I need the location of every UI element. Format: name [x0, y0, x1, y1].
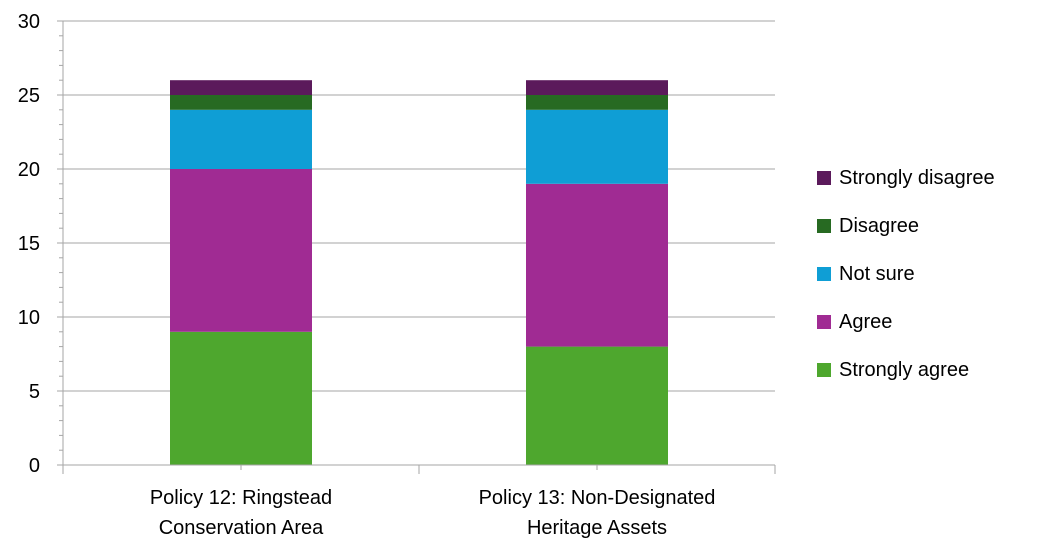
y-tick-label: 5 [29, 381, 40, 403]
bar-segment-strongly-agree [526, 346, 668, 465]
x-tick-labels: Policy 12: Ringstead Conservation AreaPol… [150, 487, 716, 539]
legend-swatch [817, 315, 831, 329]
bar-segment-strongly-disagree [170, 80, 312, 95]
x-tick-label-line: Conservation Area [159, 517, 324, 539]
bar-segment-not-sure [170, 109, 312, 169]
legend-item: Not sure [817, 262, 995, 286]
bar-segment-disagree [170, 95, 312, 110]
legend-item: Strongly disagree [817, 166, 995, 190]
legend-item: Agree [817, 310, 995, 334]
bar-segment-strongly-agree [170, 331, 312, 465]
x-tick-label: Policy 12: Ringstead Conservation Area [150, 487, 332, 539]
legend-swatch [817, 267, 831, 281]
legend-swatch [817, 171, 831, 185]
legend-label: Strongly agree [839, 358, 970, 381]
y-tick-label: 25 [18, 85, 40, 107]
y-tick-label: 0 [29, 455, 40, 477]
y-tick-label: 20 [18, 159, 40, 181]
bar-segment-not-sure [526, 109, 668, 184]
legend-label: Strongly disagree [839, 166, 995, 189]
bars [170, 80, 668, 465]
legend-label: Agree [839, 310, 893, 333]
legend-swatch [817, 363, 831, 377]
chart-legend: Strongly disagree Disagree Not sure Agree St… [817, 166, 995, 406]
legend-item: Disagree [817, 214, 995, 238]
bar-segment-agree [526, 183, 668, 347]
x-tick-label-line: Heritage Assets [527, 517, 667, 539]
bar-segment-disagree [526, 95, 668, 110]
y-tick-label: 10 [18, 307, 40, 329]
y-tick-labels: 0 5 10 15 20 25 30 [18, 11, 40, 477]
bar-segment-agree [170, 169, 312, 332]
y-tick-label: 30 [18, 11, 40, 33]
axes [57, 20, 776, 474]
x-tick-label-line: Policy 12: Ringstead [150, 487, 332, 509]
legend-swatch [817, 219, 831, 233]
bar-segment-strongly-disagree [526, 80, 668, 95]
x-tick-label: Policy 13: Non-Designated Heritage Assets [479, 487, 716, 539]
legend-label: Disagree [839, 214, 920, 237]
legend-label: Not sure [839, 262, 915, 285]
y-tick-label: 15 [18, 233, 40, 255]
legend-item: Strongly agree [817, 358, 995, 382]
x-tick-label-line: Policy 13: Non-Designated [479, 487, 716, 509]
